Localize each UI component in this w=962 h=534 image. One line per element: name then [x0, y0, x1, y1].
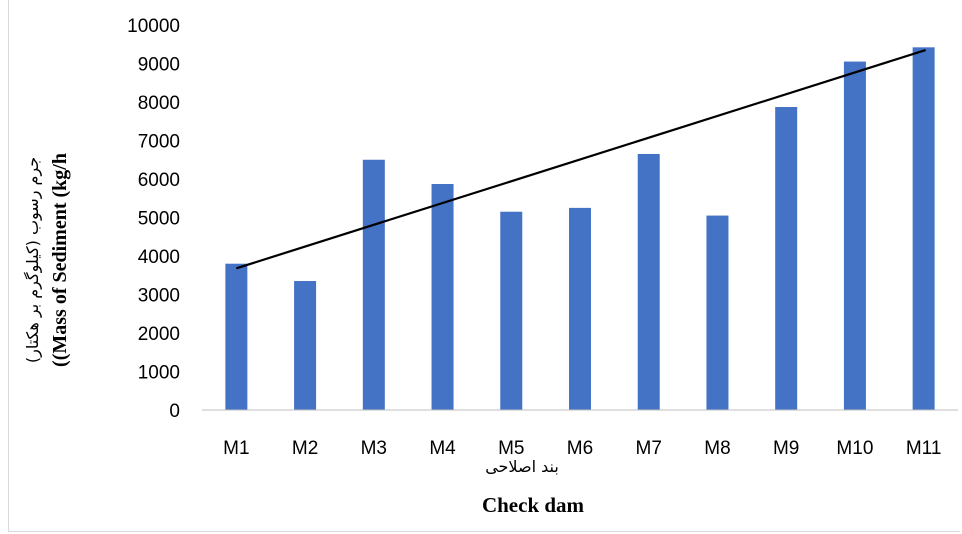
x-tick-label: M3 [361, 438, 387, 459]
bar-m3 [362, 159, 385, 410]
x-tick-label: M2 [292, 438, 318, 459]
bar-m5 [500, 211, 523, 410]
bar-m2 [294, 281, 317, 410]
bar-m4 [431, 184, 454, 410]
x-tick-label: M8 [704, 438, 730, 459]
y-tick-label: 10000 [127, 16, 180, 37]
y-tick-label: 2000 [138, 324, 180, 345]
bar-m9 [775, 107, 798, 410]
chart-frame [8, 0, 960, 532]
y-tick-label: 9000 [138, 55, 180, 76]
trend-line [236, 48, 926, 270]
x-tick-label: M6 [567, 438, 593, 459]
y-tick-label: 3000 [138, 286, 180, 307]
x-tick-label: M7 [636, 438, 662, 459]
y-tick-label: 5000 [138, 209, 180, 230]
bar-m1 [225, 263, 248, 410]
y-tick-label: 7000 [138, 132, 180, 153]
y-axis-title-persian: جرم رسوب (کیلوگرم بر هکتار) [23, 157, 43, 363]
x-tick-label: M11 [906, 438, 942, 459]
bar-m6 [569, 207, 591, 410]
x-tick-label: M9 [773, 438, 799, 459]
y-tick-label: 0 [169, 401, 180, 422]
bars-group [225, 47, 935, 410]
bar-m11 [912, 47, 935, 410]
y-tick-label: 1000 [138, 363, 180, 384]
y-axis-ticks: 0 1000 2000 3000 4000 5000 6000 7000 8000 9000 100… [127, 16, 180, 422]
x-axis-title-persian: بند اصلاحی [485, 457, 559, 476]
bar-m8 [706, 215, 729, 410]
y-tick-label: 8000 [138, 93, 180, 114]
y-axis-title: جرم رسوب (کیلوگرم بر هکتار) ((Mass of Se… [23, 153, 71, 367]
y-tick-label: 4000 [138, 247, 180, 268]
y-tick-label: 6000 [138, 170, 180, 191]
x-axis-ticks: M1 M2 M3 M4 M5 M6 M7 M8 M9 M10 M11 [223, 438, 941, 459]
x-tick-label: M5 [498, 438, 524, 459]
bar-m7 [637, 153, 660, 410]
x-tick-label: M10 [836, 438, 873, 459]
x-tick-label: M4 [429, 438, 456, 459]
y-axis-title-english: ((Mass of Sediment (kg/h [49, 153, 71, 367]
x-tick-label: M1 [223, 438, 249, 459]
bar-m10 [843, 61, 866, 410]
x-axis-title-english: Check dam [482, 493, 585, 517]
